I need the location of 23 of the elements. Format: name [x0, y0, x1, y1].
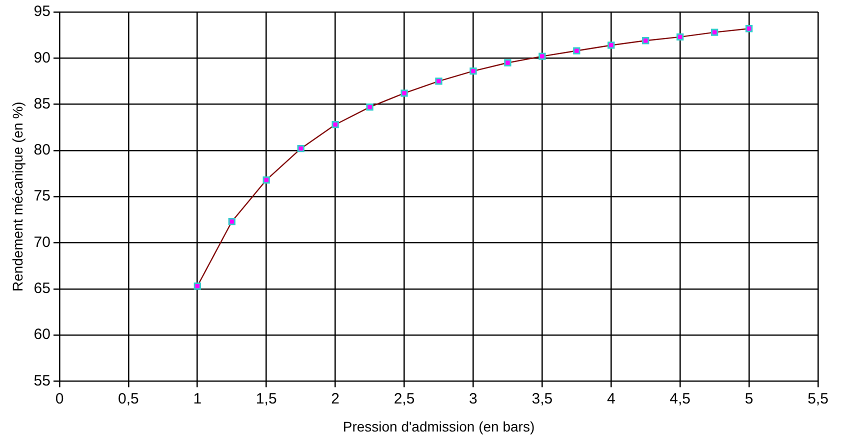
x-tick-label: 1 [193, 390, 202, 408]
y-axis-title: Rendement mécanique (en %) [9, 102, 26, 292]
y-tick-label: 65 [34, 280, 50, 298]
y-tick-label: 70 [34, 234, 50, 251]
x-tick-label: 5,5 [808, 390, 828, 408]
y-tick-label: 95 [34, 3, 50, 20]
x-tick-label: 3 [469, 390, 478, 408]
y-tick-label: 75 [34, 188, 50, 205]
x-tick-label: 5 [744, 390, 754, 408]
x-tick-label: 1,5 [256, 390, 277, 408]
x-tick-label: 2 [331, 390, 340, 408]
x-tick-label: 2,5 [394, 390, 415, 408]
x-axis-title: Pression d'admission (en bars) [342, 418, 535, 434]
x-tick-label: 0,5 [118, 390, 139, 408]
y-tick-label: 80 [34, 142, 50, 159]
y-tick-label: 55 [34, 372, 50, 390]
x-tick-label: 4 [606, 390, 616, 408]
x-tick-label: 4,5 [670, 390, 691, 408]
y-tick-label: 60 [34, 326, 50, 344]
y-tick-label: 90 [34, 49, 50, 66]
x-tick-label: 0 [55, 390, 64, 408]
x-tick-label: 3,5 [532, 390, 553, 408]
y-tick-label: 85 [34, 95, 50, 112]
